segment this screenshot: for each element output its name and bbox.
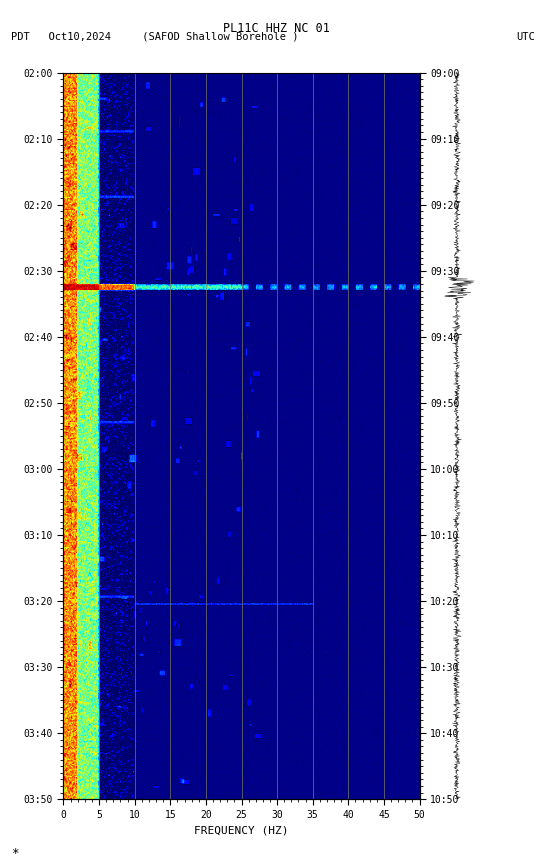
Text: *: * — [11, 847, 19, 860]
X-axis label: FREQUENCY (HZ): FREQUENCY (HZ) — [194, 825, 289, 835]
Text: UTC: UTC — [517, 32, 535, 42]
Text: PL11C HHZ NC 01: PL11C HHZ NC 01 — [222, 22, 330, 35]
Text: PDT   Oct10,2024     (SAFOD Shallow Borehole ): PDT Oct10,2024 (SAFOD Shallow Borehole ) — [11, 32, 299, 42]
